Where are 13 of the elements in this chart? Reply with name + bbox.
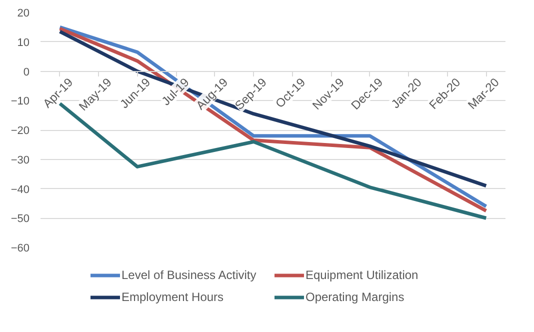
y-tick-label: −10 [10, 96, 30, 108]
legend-label: Operating Margins [306, 290, 406, 304]
legend-label: Equipment Utilization [306, 268, 420, 282]
y-tick-label: −50 [10, 213, 30, 226]
y-tick-label: −20 [10, 125, 30, 137]
y-tick-label: 10 [17, 36, 30, 49]
y-tick-label: −40 [10, 184, 30, 196]
y-tick-label: 0 [23, 66, 30, 78]
legend-label: Employment Hours [122, 290, 225, 304]
y-tick-label: −30 [10, 154, 30, 166]
y-tick-label: 20 [17, 8, 30, 20]
y-tick-label: −60 [10, 242, 30, 254]
legend-label: Level of Business Activity [122, 268, 258, 282]
